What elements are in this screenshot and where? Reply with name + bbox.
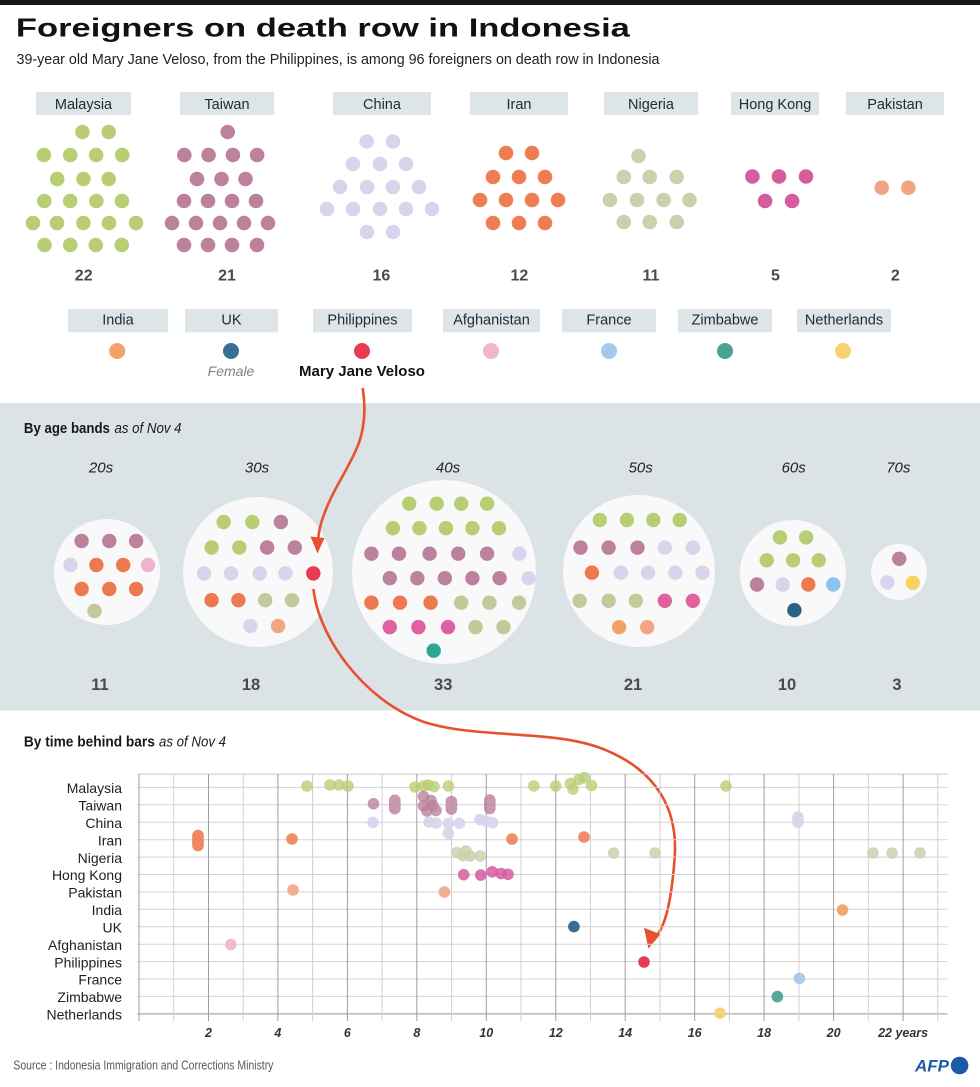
svg-text:Taiwan: Taiwan <box>78 798 122 814</box>
svg-text:France: France <box>586 313 631 329</box>
svg-text:By time behind bars: By time behind bars <box>24 734 155 751</box>
svg-text:Nigeria: Nigeria <box>628 97 675 113</box>
svg-text:10: 10 <box>778 676 796 694</box>
svg-text:2: 2 <box>891 268 900 285</box>
svg-text:as of Nov 4: as of Nov 4 <box>159 734 226 751</box>
svg-text:8: 8 <box>413 1026 420 1040</box>
svg-text:18: 18 <box>757 1026 771 1040</box>
svg-text:4: 4 <box>273 1026 281 1040</box>
svg-text:11: 11 <box>91 676 108 694</box>
svg-text:Mary Jane Veloso: Mary Jane Veloso <box>299 363 425 380</box>
svg-text:60s: 60s <box>782 460 807 477</box>
svg-text:AFP: AFP <box>914 1057 950 1076</box>
svg-text:as of Nov 4: as of Nov 4 <box>115 420 182 437</box>
svg-text:Pakistan: Pakistan <box>68 885 122 901</box>
svg-text:18: 18 <box>242 676 260 694</box>
svg-text:Hong Kong: Hong Kong <box>739 97 812 113</box>
svg-text:China: China <box>363 97 402 113</box>
svg-text:Taiwan: Taiwan <box>204 97 249 113</box>
svg-text:40s: 40s <box>436 460 461 477</box>
svg-text:Philippines: Philippines <box>54 954 122 970</box>
svg-text:20s: 20s <box>88 460 114 477</box>
svg-text:16: 16 <box>688 1026 703 1040</box>
svg-text:Source : Indonesia Immigration: Source : Indonesia Immigration and Corre… <box>13 1059 274 1073</box>
svg-text:Afghanistan: Afghanistan <box>48 937 122 953</box>
svg-text:50s: 50s <box>629 460 654 477</box>
svg-text:12: 12 <box>549 1026 563 1040</box>
svg-text:By age bands: By age bands <box>24 420 110 437</box>
svg-text:Iran: Iran <box>507 97 532 113</box>
svg-text:France: France <box>78 972 122 988</box>
svg-text:Malaysia: Malaysia <box>67 780 122 796</box>
svg-text:3: 3 <box>892 676 901 694</box>
svg-text:Zimbabwe: Zimbabwe <box>692 313 759 329</box>
svg-text:30s: 30s <box>245 460 270 477</box>
svg-text:Afghanistan: Afghanistan <box>453 313 530 329</box>
svg-text:Philippines: Philippines <box>327 313 397 329</box>
svg-text:Zimbabwe: Zimbabwe <box>57 989 122 1005</box>
svg-text:India: India <box>102 313 134 329</box>
svg-text:Pakistan: Pakistan <box>867 97 923 113</box>
svg-text:2: 2 <box>204 1026 212 1040</box>
svg-text:Hong Kong: Hong Kong <box>52 867 122 883</box>
svg-text:33: 33 <box>434 676 452 694</box>
svg-text:Malaysia: Malaysia <box>55 97 113 113</box>
svg-text:6: 6 <box>344 1026 352 1040</box>
svg-text:12: 12 <box>511 268 529 285</box>
svg-text:14: 14 <box>618 1026 632 1040</box>
svg-text:Female: Female <box>208 363 255 379</box>
svg-text:16: 16 <box>373 268 391 285</box>
svg-text:21: 21 <box>624 676 642 694</box>
svg-text:39-year old Mary Jane Veloso,: 39-year old Mary Jane Veloso, from the P… <box>17 51 661 68</box>
svg-text:Netherlands: Netherlands <box>805 313 883 329</box>
svg-text:22: 22 <box>75 268 93 285</box>
svg-text:Nigeria: Nigeria <box>78 850 123 866</box>
svg-text:UK: UK <box>103 920 123 936</box>
svg-text:Iran: Iran <box>98 832 122 848</box>
svg-text:Netherlands: Netherlands <box>47 1007 123 1023</box>
svg-text:5: 5 <box>771 268 780 285</box>
svg-text:UK: UK <box>221 313 241 329</box>
svg-text:70s: 70s <box>886 460 911 477</box>
svg-text:22 years: 22 years <box>877 1026 928 1040</box>
svg-text:10: 10 <box>479 1026 493 1040</box>
svg-text:21: 21 <box>218 268 236 285</box>
svg-text:11: 11 <box>643 268 660 285</box>
svg-text:20: 20 <box>826 1026 841 1040</box>
svg-text:India: India <box>92 902 123 918</box>
svg-text:China: China <box>85 815 122 831</box>
svg-text:Foreigners on death row in Ind: Foreigners on death row in Indonesia <box>16 13 631 43</box>
